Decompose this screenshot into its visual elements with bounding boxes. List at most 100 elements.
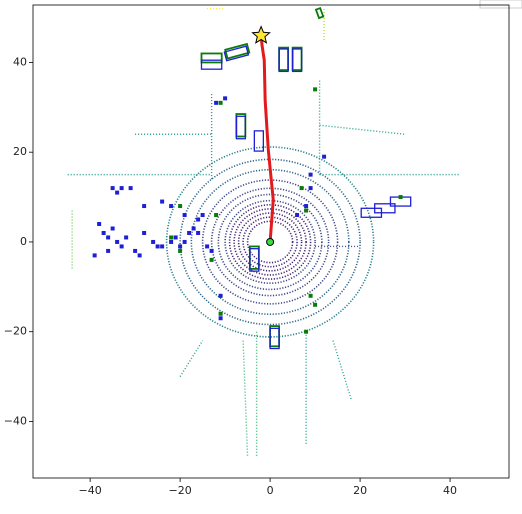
pred-boxes [269,327,280,350]
gt-objects [398,195,403,200]
gt-objects [313,87,318,92]
pred-objects [308,172,313,177]
ego [266,237,275,246]
pred-objects [115,239,120,244]
y-tick-label: 0 [20,235,27,248]
gt-objects [304,208,309,213]
pred-objects [173,235,178,240]
lidar-ring [246,220,294,264]
pred-objects [106,248,111,253]
pred-boxes [291,48,303,73]
lidar-ring [228,203,312,280]
pred-objects [142,230,147,235]
pred-objects [169,239,174,244]
pred-objects [128,186,133,191]
pred-objects [196,217,201,222]
pred-objects [218,316,223,321]
pred-objects [124,235,129,240]
pred-objects [209,248,214,253]
lidar-line [242,340,249,458]
gt-objects [214,213,219,218]
pred-objects [101,230,106,235]
pred-objects [187,230,192,235]
x-tick-label: 20 [353,484,367,497]
pred-objects [191,226,196,231]
pred-objects [160,199,165,204]
pred-objects [119,244,124,249]
y-tick-label: 20 [13,145,27,158]
gt-objects [218,100,223,105]
gt-objects [178,204,183,209]
pred-boxes [249,248,260,272]
pred-objects [110,186,115,191]
lidar-ring [242,216,298,268]
x-tick-label: 40 [443,484,457,497]
gt-boxes [314,6,325,20]
lidar-line [319,124,406,135]
axes-frame [32,4,510,479]
pred-objects [218,293,223,298]
y-tick-label: −40 [4,414,27,427]
lidar-line [332,340,352,400]
gt-boxes [291,46,303,71]
gt-objects [304,329,309,334]
pred-objects [182,239,187,244]
pred-boxes [278,48,289,73]
trajectory [259,34,275,244]
pred-boxes [235,115,247,140]
gt-objects [299,186,304,191]
pred-objects [308,186,313,191]
lidar-ring [210,187,330,297]
gt-boxes [278,46,289,71]
pred-objects [97,221,102,226]
lidar-line [179,340,204,377]
pred-boxes [223,45,250,62]
pred-objects [214,100,219,105]
lidar-ring [237,212,303,272]
pred-objects [106,235,111,240]
pred-objects [151,239,156,244]
gt-objects [313,302,318,307]
pred-objects [200,213,205,218]
toolbar-corner [479,0,522,9]
lidar-ring [201,179,339,305]
pred-objects [196,230,201,235]
pred-objects [110,226,115,231]
pred-objects [155,244,160,249]
x-tick-label: 0 [267,484,274,497]
pred-boxes [200,59,223,70]
gt-objects [308,293,313,298]
pred-objects [322,154,327,159]
x-tick-label: −20 [169,484,192,497]
gt-objects [218,311,223,316]
pred-objects [160,244,165,249]
pred-objects [133,248,138,253]
pred-objects [137,253,142,258]
lidar-ring [190,168,350,316]
pred-objects [182,213,187,218]
pred-objects [178,244,183,249]
lidar-ring [217,193,323,291]
plot-area [67,6,460,458]
pred-objects [223,96,228,101]
gt-objects [178,248,183,253]
pred-objects [119,186,124,191]
pred-objects [304,204,309,209]
y-tick-label: −20 [4,325,27,338]
gt-objects [209,257,214,262]
lidar-ring [165,146,375,338]
pred-objects [142,204,147,209]
pred-objects [92,253,97,258]
pred-objects [295,213,300,218]
gt-boxes [235,113,247,138]
goal-star [251,25,271,44]
lidar-ring [233,208,307,276]
pred-boxes [253,130,265,152]
gt-objects [169,235,174,240]
pred-boxes [374,203,396,214]
x-tick-label: −40 [79,484,102,497]
pred-objects [169,204,174,209]
gt-boxes [224,42,251,60]
gt-boxes [248,245,260,270]
